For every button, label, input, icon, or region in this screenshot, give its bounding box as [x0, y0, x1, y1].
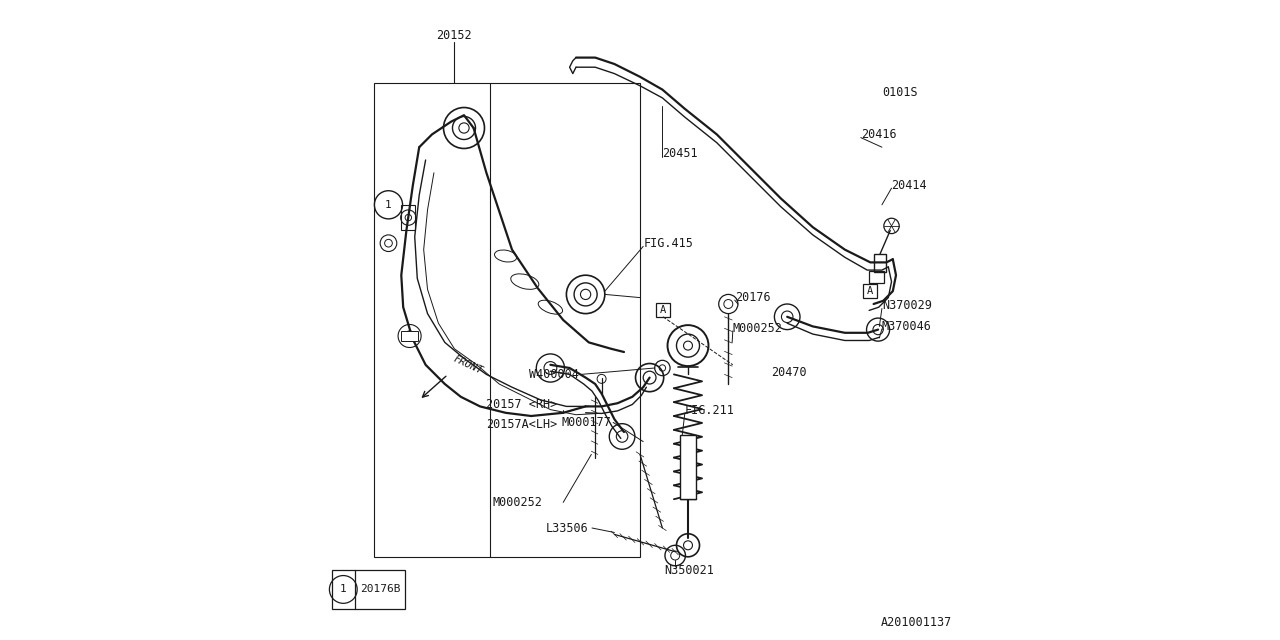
Text: FIG.415: FIG.415: [644, 237, 692, 250]
Bar: [374, 83, 640, 557]
Text: M000252: M000252: [732, 322, 782, 335]
Bar: [680, 435, 696, 499]
Bar: [402, 205, 415, 230]
Text: 20157A<LH>: 20157A<LH>: [486, 418, 558, 431]
Text: 20416: 20416: [860, 128, 896, 141]
Text: 20176: 20176: [735, 291, 771, 304]
Text: A: A: [660, 305, 666, 315]
Text: 20451: 20451: [663, 147, 698, 160]
Text: M370046: M370046: [882, 320, 932, 333]
Text: 20470: 20470: [771, 366, 806, 379]
Text: 0101S: 0101S: [882, 86, 918, 99]
Bar: [869, 271, 884, 283]
Text: W400004: W400004: [530, 368, 580, 381]
Text: M000177: M000177: [562, 416, 612, 429]
Text: 20157 <RH>: 20157 <RH>: [486, 398, 558, 411]
Text: FRONT: FRONT: [452, 354, 484, 376]
Bar: [863, 284, 877, 298]
Text: L33506: L33506: [547, 522, 589, 534]
Bar: [402, 331, 417, 341]
Text: 20176B: 20176B: [360, 584, 401, 595]
Bar: [657, 303, 671, 317]
Text: 20152: 20152: [436, 29, 472, 42]
Text: N370029: N370029: [882, 300, 932, 312]
Text: A201001137: A201001137: [881, 616, 952, 628]
Text: FIG.211: FIG.211: [685, 404, 735, 417]
Bar: [874, 254, 886, 272]
Text: 1: 1: [340, 584, 347, 595]
Text: M000252: M000252: [493, 496, 543, 509]
Text: 20414: 20414: [891, 179, 927, 192]
Bar: [332, 570, 404, 609]
Text: A: A: [867, 285, 873, 296]
Text: N350021: N350021: [664, 564, 714, 577]
Text: 1: 1: [385, 200, 392, 210]
